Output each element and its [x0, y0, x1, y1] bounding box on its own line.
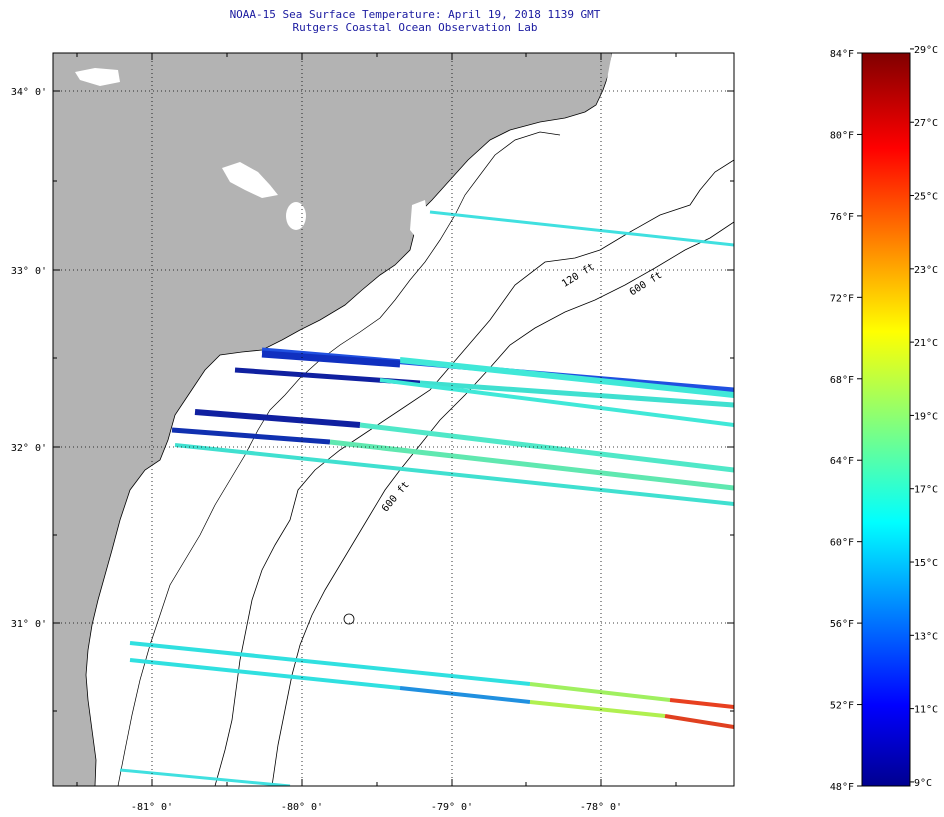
colorbar-c-label: 9°C	[914, 778, 932, 789]
isobath-120ft	[214, 159, 734, 786]
colorbar-f-label: 80°F	[830, 130, 854, 141]
swath	[399, 357, 734, 398]
lon-label: -81° 0'	[131, 802, 173, 813]
map-title: NOAA-15 Sea Surface Temperature: April 1…	[229, 8, 601, 21]
swath	[261, 350, 401, 368]
colorbar-c-label: 21°C	[914, 338, 938, 349]
swath	[419, 380, 734, 408]
swath	[194, 409, 361, 428]
isobath-inner	[117, 131, 561, 786]
swath	[129, 658, 401, 690]
swath	[171, 427, 331, 445]
lon-label: -80° 0'	[281, 802, 323, 813]
graticule	[53, 53, 734, 786]
swath	[359, 422, 734, 473]
swath	[529, 700, 666, 718]
colorbar-gradient	[861, 52, 911, 787]
map-area	[53, 53, 734, 786]
colorbar: 84°F 80°F 76°F 72°F 68°F 64°F 60°F 56°F 52°F 48°F…	[830, 45, 938, 793]
lake	[75, 68, 120, 86]
colorbar-c-label: 23°C	[914, 265, 938, 276]
colorbar-c-label: 11°C	[914, 705, 938, 716]
swath	[529, 682, 671, 702]
colorbar-f-label: 52°F	[830, 701, 854, 712]
coastline	[85, 53, 613, 786]
lake	[286, 202, 306, 230]
colorbar-f-label: 60°F	[830, 538, 854, 549]
axis-ticks	[53, 53, 734, 786]
swath	[329, 439, 734, 491]
colorbar-c-label: 27°C	[914, 118, 938, 129]
lon-label: -79° 0'	[431, 802, 473, 813]
swath	[429, 210, 734, 247]
lat-label: 33° 0'	[11, 266, 47, 277]
bay	[410, 200, 428, 240]
swath	[379, 378, 734, 427]
lake	[222, 162, 278, 198]
colorbar-c-label: 29°C	[914, 45, 938, 56]
colorbar-f-label: 76°F	[830, 212, 854, 223]
swath	[669, 698, 734, 709]
colorbar-f-label: 56°F	[830, 619, 854, 630]
colorbar-ticks	[857, 48, 914, 787]
lon-label: -78° 0'	[580, 802, 622, 813]
swath	[399, 686, 531, 704]
lat-label: 31° 0'	[11, 619, 47, 630]
colorbar-f-label: 64°F	[830, 456, 854, 467]
lat-label: 32° 0'	[11, 443, 47, 454]
lat-label: 34° 0'	[11, 87, 47, 98]
colorbar-c-label: 15°C	[914, 558, 938, 569]
swath	[664, 714, 734, 729]
colorbar-f-label: 72°F	[830, 293, 854, 304]
colorbar-f-label: 68°F	[830, 375, 854, 386]
colorbar-c-labels: 29°C 27°C 25°C 23°C 21°C 19°C 17°C 15°C 13°C 11°C…	[914, 45, 938, 789]
land-mass	[53, 53, 612, 786]
colorbar-f-labels: 84°F 80°F 76°F 72°F 68°F 64°F 60°F 56°F 52°F 48°F	[830, 49, 854, 793]
colorbar-c-label: 19°C	[914, 411, 938, 422]
sound	[603, 53, 645, 120]
swath	[129, 641, 531, 686]
swath	[119, 768, 291, 786]
colorbar-c-label: 25°C	[914, 192, 938, 203]
colorbar-f-label: 48°F	[830, 782, 854, 793]
map-subtitle: Rutgers Coastal Ocean Observation Lab	[292, 21, 538, 34]
colorbar-c-label: 17°C	[914, 485, 938, 496]
seamount-contour	[343, 613, 355, 625]
swath	[174, 443, 734, 506]
map-frame	[52, 52, 735, 787]
colorbar-c-label: 13°C	[914, 631, 938, 642]
isobath-600ft	[271, 221, 734, 786]
colorbar-f-label: 84°F	[830, 49, 854, 60]
sst-swaths	[119, 210, 734, 786]
